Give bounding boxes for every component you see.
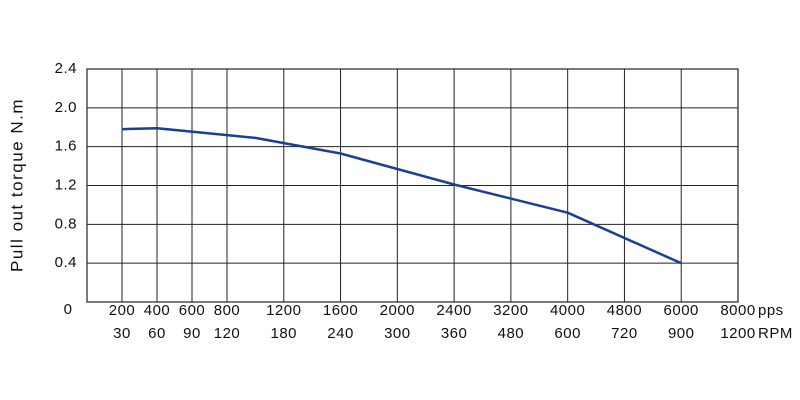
x2-tick-label: 240	[327, 325, 354, 342]
x2-axis-unit: RPM	[758, 325, 793, 342]
x-tick-label: 1600	[323, 302, 358, 319]
x-tick-label: 1200	[266, 302, 301, 319]
x-tick-label: 3200	[493, 302, 528, 319]
x-tick-label: 600	[179, 302, 206, 319]
x-tick-label: 4800	[607, 302, 642, 319]
x-tick-label: 2400	[436, 302, 471, 319]
x-axis-unit: pps	[758, 302, 784, 319]
x-tick-label: 4000	[550, 302, 585, 319]
x2-tick-label: 180	[271, 325, 298, 342]
x2-tick-label: 120	[214, 325, 241, 342]
y-tick-label: 2.4	[55, 60, 77, 77]
x-tick-label: 6000	[664, 302, 699, 319]
y-axis-title: Pull out torque N.m	[7, 98, 26, 272]
x2-tick-label: 1200	[720, 325, 755, 342]
x2-tick-label: 30	[113, 325, 131, 342]
y-tick-label: 0.4	[55, 254, 77, 271]
x-tick-label: 400	[144, 302, 171, 319]
y-tick-label: 1.2	[55, 176, 77, 193]
x2-tick-label: 900	[668, 325, 695, 342]
x2-tick-label: 600	[554, 325, 581, 342]
x2-tick-label: 480	[498, 325, 525, 342]
torque-line	[121, 126, 682, 265]
y-tick-label: 0	[64, 301, 73, 318]
x2-tick-label: 360	[441, 325, 468, 342]
x-tick-label: 800	[214, 302, 241, 319]
y-tick-label: 2.0	[55, 99, 77, 116]
x-tick-label: 8000	[720, 302, 755, 319]
x2-tick-label: 60	[148, 325, 166, 342]
y-tick-label: 0.8	[55, 215, 77, 232]
y-tick-label: 1.6	[55, 138, 77, 155]
x-tick-label: 200	[109, 302, 136, 319]
x2-tick-label: 720	[611, 325, 638, 342]
x-tick-label: 2000	[380, 302, 415, 319]
x2-tick-label: 90	[183, 325, 201, 342]
x2-tick-label: 300	[384, 325, 411, 342]
